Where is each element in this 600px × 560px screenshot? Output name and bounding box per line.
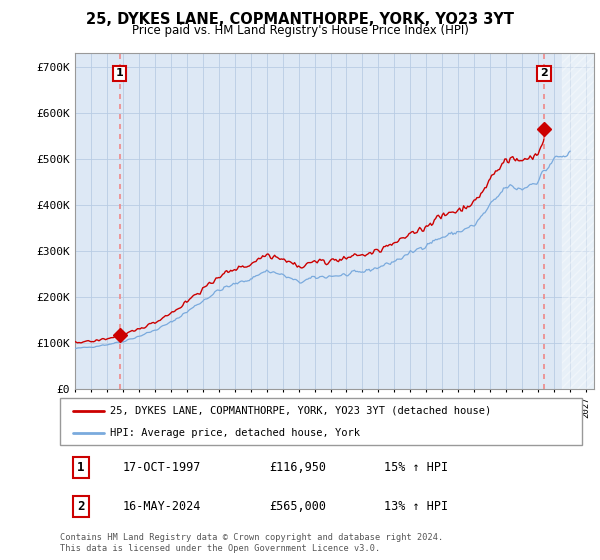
Text: 13% ↑ HPI: 13% ↑ HPI: [383, 500, 448, 512]
Text: 1: 1: [77, 460, 85, 474]
Bar: [562, 53, 594, 389]
Text: 25, DYKES LANE, COPMANTHORPE, YORK, YO23 3YT: 25, DYKES LANE, COPMANTHORPE, YORK, YO23…: [86, 12, 514, 27]
Text: 2: 2: [77, 500, 85, 512]
Text: £116,950: £116,950: [269, 460, 326, 474]
Text: HPI: Average price, detached house, York: HPI: Average price, detached house, York: [110, 428, 359, 438]
Text: Contains HM Land Registry data © Crown copyright and database right 2024.
This d: Contains HM Land Registry data © Crown c…: [60, 533, 443, 553]
Text: 16-MAY-2024: 16-MAY-2024: [122, 500, 201, 512]
Text: Price paid vs. HM Land Registry's House Price Index (HPI): Price paid vs. HM Land Registry's House …: [131, 24, 469, 36]
Text: 2: 2: [540, 68, 548, 78]
Text: 1: 1: [116, 68, 124, 78]
Text: £565,000: £565,000: [269, 500, 326, 512]
Text: 25, DYKES LANE, COPMANTHORPE, YORK, YO23 3YT (detached house): 25, DYKES LANE, COPMANTHORPE, YORK, YO23…: [110, 406, 491, 416]
Text: 15% ↑ HPI: 15% ↑ HPI: [383, 460, 448, 474]
FancyBboxPatch shape: [60, 398, 582, 445]
Text: 17-OCT-1997: 17-OCT-1997: [122, 460, 201, 474]
